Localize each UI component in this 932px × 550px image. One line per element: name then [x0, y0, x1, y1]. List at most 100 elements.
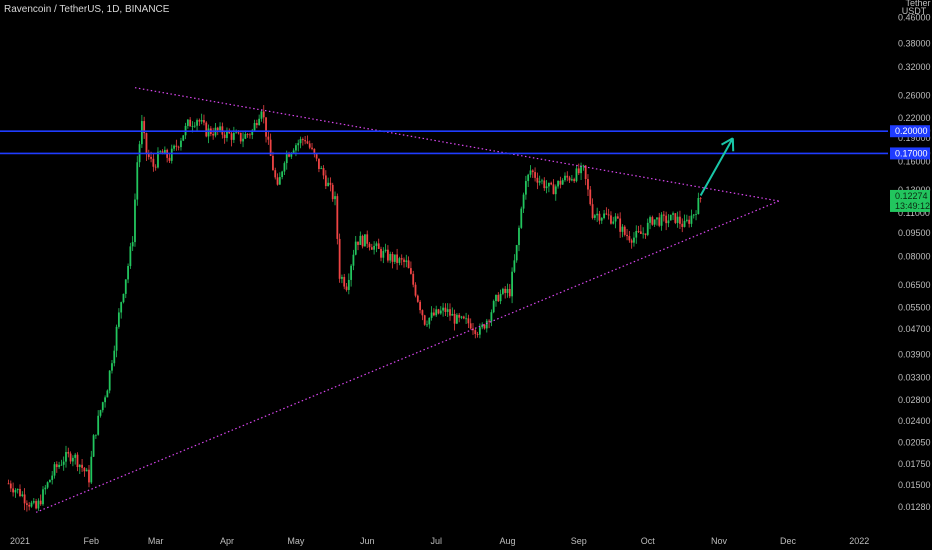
candle-body	[370, 247, 373, 250]
candle	[186, 119, 189, 129]
candle	[329, 177, 332, 192]
candle-body	[285, 154, 288, 164]
candle-body	[495, 294, 497, 302]
candle-body	[299, 139, 302, 144]
candle	[416, 294, 419, 303]
arrow-shaft[interactable]	[699, 137, 734, 196]
trendline-upper[interactable]	[134, 87, 779, 202]
candle	[368, 242, 371, 251]
candle-body	[131, 242, 134, 247]
y-tick-label: 0.26000	[898, 90, 931, 100]
candle-body	[637, 230, 640, 232]
candle-body	[338, 238, 341, 279]
candle-body	[16, 488, 19, 491]
candle	[341, 274, 343, 284]
candle	[566, 171, 569, 182]
arrow-head[interactable]	[721, 137, 734, 146]
y-tick-label: 0.46000	[898, 12, 931, 22]
candle	[524, 175, 527, 200]
candle-body	[65, 452, 67, 462]
candle-body	[235, 132, 238, 134]
time-axis[interactable]: 2021 Feb Mar Apr May Jun Jul Aug Sep Oct Nov Dec 202…	[10, 536, 869, 546]
candle	[327, 177, 330, 187]
candle	[527, 173, 530, 188]
candle	[679, 210, 681, 230]
candle-body	[478, 327, 481, 335]
candle-body	[48, 479, 51, 483]
candle-body	[692, 214, 695, 216]
candle	[88, 464, 90, 488]
candle	[23, 488, 26, 511]
candle-body	[508, 288, 511, 297]
candle	[653, 219, 656, 228]
candle	[154, 164, 157, 171]
candle	[239, 132, 242, 144]
candle	[398, 256, 401, 266]
candle-body	[196, 120, 198, 126]
candle	[30, 500, 33, 508]
trendline-lower[interactable]	[35, 200, 780, 513]
candle	[557, 180, 559, 189]
candle	[419, 299, 422, 314]
candle	[656, 217, 658, 226]
candle	[658, 212, 661, 228]
candle-body	[81, 464, 83, 468]
candle	[92, 434, 95, 457]
candle-body	[529, 170, 532, 175]
candle-body	[607, 214, 610, 216]
candle	[44, 484, 47, 495]
candle-body	[446, 309, 449, 312]
projection-arrow[interactable]	[699, 137, 735, 196]
candle	[65, 445, 67, 468]
candle-body	[361, 235, 364, 247]
candle	[460, 315, 463, 320]
candle-body	[697, 198, 700, 215]
candle-body	[207, 128, 210, 137]
candle	[111, 360, 113, 374]
candle-body	[283, 163, 286, 172]
candle-body	[246, 134, 249, 135]
candle-body	[400, 258, 403, 260]
candle-body	[552, 184, 555, 195]
y-tick-label: 0.05500	[898, 303, 931, 313]
candle	[124, 279, 127, 299]
candle-body	[665, 215, 668, 224]
candle-body	[501, 288, 504, 294]
candle-body	[651, 217, 654, 225]
candle-body	[55, 464, 58, 468]
candle-body	[242, 138, 244, 142]
trendlines[interactable]	[35, 87, 780, 513]
candle-body	[191, 126, 194, 127]
candle-body	[253, 123, 256, 131]
candle	[311, 143, 313, 151]
candle	[306, 135, 309, 145]
candle	[67, 447, 70, 458]
candle-body	[62, 461, 65, 465]
candle	[377, 238, 380, 250]
candle	[113, 345, 116, 367]
candle-body	[51, 475, 54, 480]
candle	[492, 299, 495, 314]
candle	[481, 322, 484, 330]
candle	[366, 230, 369, 248]
candle	[361, 234, 364, 249]
candle	[380, 246, 382, 262]
candle	[575, 165, 578, 183]
candle	[14, 488, 17, 498]
candle-body	[359, 235, 362, 245]
candle	[177, 145, 180, 151]
horizontal-levels[interactable]	[0, 130, 888, 155]
candle	[274, 167, 277, 180]
candle	[265, 117, 267, 143]
candle-body	[108, 370, 111, 391]
candle-body	[364, 234, 366, 247]
candle	[90, 450, 93, 485]
candle-body	[278, 177, 281, 185]
candle	[19, 484, 21, 498]
candle-body	[410, 268, 412, 274]
candle-body	[173, 145, 175, 149]
currency-label: USDT	[902, 6, 927, 16]
candle	[230, 130, 233, 147]
